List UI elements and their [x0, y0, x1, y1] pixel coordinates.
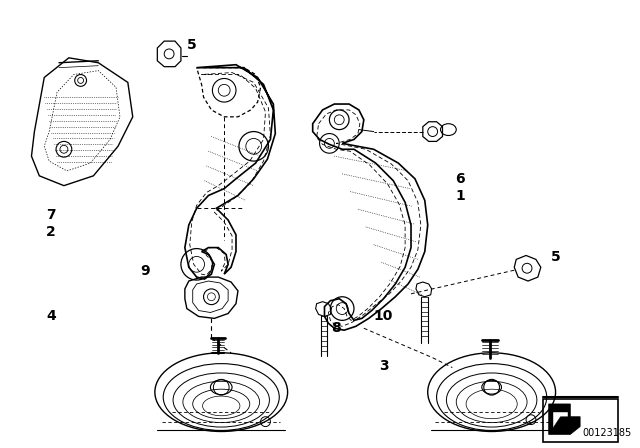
Text: 9: 9	[141, 264, 150, 278]
Polygon shape	[552, 412, 568, 431]
Text: 00123185: 00123185	[582, 428, 632, 438]
Polygon shape	[550, 417, 570, 431]
Text: 2: 2	[46, 225, 56, 239]
Text: 4: 4	[46, 310, 56, 323]
Text: 3: 3	[379, 358, 388, 373]
Text: 1: 1	[455, 190, 465, 203]
Text: 6: 6	[456, 172, 465, 186]
Text: 5: 5	[550, 250, 561, 264]
Polygon shape	[548, 404, 580, 435]
Text: 10: 10	[374, 310, 393, 323]
Text: 7: 7	[46, 208, 56, 222]
Bar	[543, 399, 618, 442]
Text: 5: 5	[187, 38, 196, 52]
Text: 8: 8	[332, 321, 341, 335]
